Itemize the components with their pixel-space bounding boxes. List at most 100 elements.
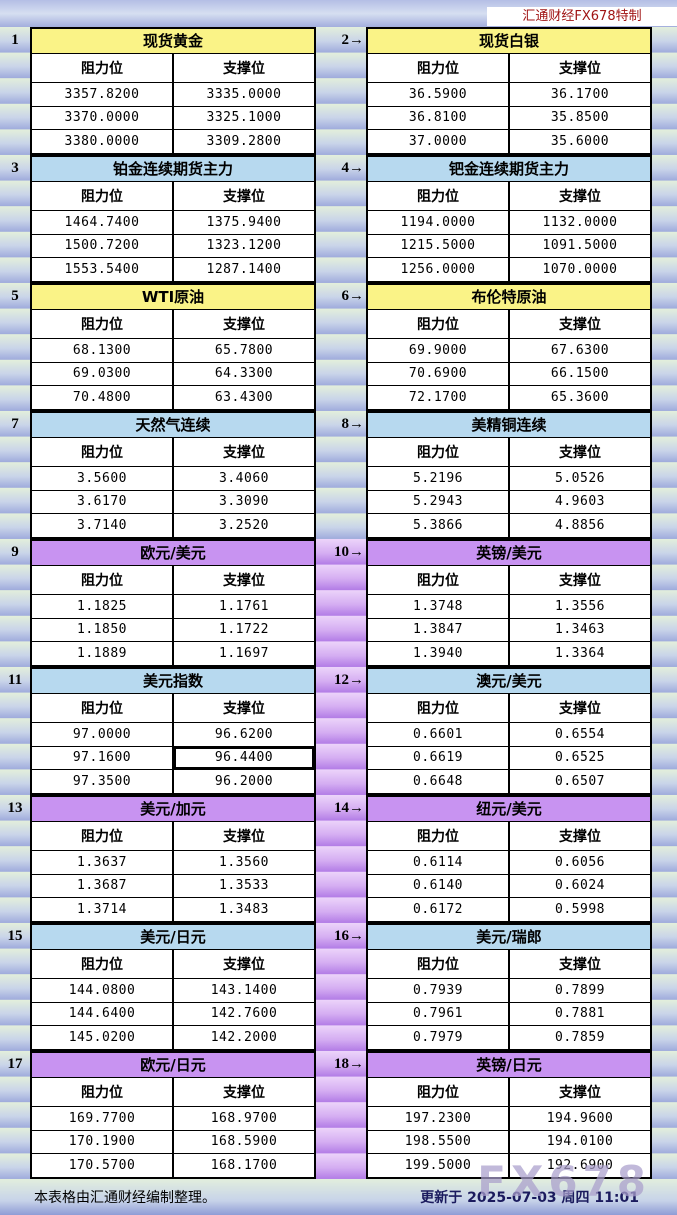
resistance-value: 37.0000: [368, 130, 508, 153]
panel-title: 现货黄金: [32, 29, 314, 54]
panel-header-row: 阻力位 支撑位: [368, 566, 650, 595]
row-number-label: 3: [0, 155, 30, 283]
support-value: 1091.5000: [508, 234, 650, 258]
panel-title: 欧元/美元: [32, 541, 314, 566]
column-pointer-label: 6→: [316, 283, 366, 411]
right-gutter: [652, 27, 677, 155]
data-row: 5.2943 4.9603: [368, 490, 650, 515]
data-row: 1.3748 1.3556: [368, 594, 650, 619]
panel-title: WTI原油: [32, 285, 314, 310]
resistance-header: 阻力位: [32, 1078, 172, 1106]
resistance-value: 68.1300: [32, 338, 172, 362]
data-row: 1500.7200 1323.1200: [32, 234, 314, 259]
instrument-panel: 纽元/美元 阻力位 支撑位 0.6114 0.6056 0.6140 0.6024 0.…: [366, 795, 652, 923]
right-gutter: [652, 795, 677, 923]
data-row: 0.7979 0.7859: [368, 1026, 650, 1049]
instrument-panel: 澳元/美元 阻力位 支撑位 0.6601 0.6554 0.6619 0.6525 0.…: [366, 667, 652, 795]
support-value: 143.1400: [172, 978, 314, 1002]
support-value: 35.8500: [508, 106, 650, 130]
instrument-panel: 现货黄金 阻力位 支撑位 3357.8200 3335.0000 3370.0000…: [30, 27, 316, 155]
support-value: 0.5998: [508, 898, 650, 921]
support-value: 1.1722: [172, 618, 314, 642]
resistance-value: 144.0800: [32, 978, 172, 1002]
resistance-header: 阻力位: [368, 54, 508, 82]
data-row: 1.1850 1.1722: [32, 618, 314, 643]
panel-title: 澳元/美元: [368, 669, 650, 694]
resistance-value: 1.1889: [32, 642, 172, 665]
support-value: 3309.2800: [172, 130, 314, 153]
support-value: 3.2520: [172, 514, 314, 537]
data-row: 3.7140 3.2520: [32, 514, 314, 537]
resistance-value: 145.0200: [32, 1026, 172, 1049]
resistance-value: 0.6114: [368, 850, 508, 874]
support-value: 3.3090: [172, 490, 314, 514]
support-value: 192.6900: [508, 1154, 650, 1177]
panel-title: 钯金连续期货主力: [368, 157, 650, 182]
support-value: 3335.0000: [172, 82, 314, 106]
panel-title: 铂金连续期货主力: [32, 157, 314, 182]
panel-header-row: 阻力位 支撑位: [32, 1078, 314, 1107]
support-value: 0.7899: [508, 978, 650, 1002]
panels-grid: 1 现货黄金 阻力位 支撑位 3357.8200 3335.0000 3370.00…: [0, 27, 677, 1179]
instrument-panel: 布伦特原油 阻力位 支撑位 69.9000 67.6300 70.6900 66.15…: [366, 283, 652, 411]
data-row: 0.7939 0.7899: [368, 978, 650, 1003]
support-value: 1323.1200: [172, 234, 314, 258]
resistance-value: 97.1600: [32, 746, 172, 770]
data-row: 1.1889 1.1697: [32, 642, 314, 665]
support-header: 支撑位: [172, 694, 314, 722]
support-header: 支撑位: [508, 566, 650, 594]
support-value: 1375.9400: [172, 210, 314, 234]
data-row: 70.4800 63.4300: [32, 386, 314, 409]
support-value: 3.4060: [172, 466, 314, 490]
resistance-value: 1.1825: [32, 594, 172, 618]
resistance-value: 72.1700: [368, 386, 508, 409]
support-value: 0.6024: [508, 874, 650, 898]
resistance-header: 阻力位: [368, 310, 508, 338]
resistance-header: 阻力位: [368, 822, 508, 850]
support-value: 5.0526: [508, 466, 650, 490]
data-row: 68.1300 65.7800: [32, 338, 314, 363]
data-row: 3.6170 3.3090: [32, 490, 314, 515]
column-pointer-label: 16→: [316, 923, 366, 1051]
support-value: 0.7859: [508, 1026, 650, 1049]
resistance-value: 144.6400: [32, 1002, 172, 1026]
data-row: 1.3847 1.3463: [368, 618, 650, 643]
resistance-value: 3.7140: [32, 514, 172, 537]
support-value: 0.6525: [508, 746, 650, 770]
resistance-value: 97.0000: [32, 722, 172, 746]
data-row: 169.7700 168.9700: [32, 1106, 314, 1131]
panel-header-row: 阻力位 支撑位: [368, 182, 650, 211]
instrument-panel: WTI原油 阻力位 支撑位 68.1300 65.7800 69.0300 64.33…: [30, 283, 316, 411]
data-row: 197.2300 194.9600: [368, 1106, 650, 1131]
support-value: 168.9700: [172, 1106, 314, 1130]
resistance-value: 1.1850: [32, 618, 172, 642]
resistance-value: 36.8100: [368, 106, 508, 130]
support-value: 65.7800: [172, 338, 314, 362]
resistance-value: 0.6172: [368, 898, 508, 921]
resistance-header: 阻力位: [368, 950, 508, 978]
support-value: 1.3463: [508, 618, 650, 642]
instrument-panel: 英镑/日元 阻力位 支撑位 197.2300 194.9600 198.5500 19…: [366, 1051, 652, 1179]
data-row: 3380.0000 3309.2800: [32, 130, 314, 153]
data-row: 5.2196 5.0526: [368, 466, 650, 491]
resistance-value: 0.6648: [368, 770, 508, 793]
resistance-value: 69.9000: [368, 338, 508, 362]
data-row: 198.5500 194.0100: [368, 1130, 650, 1155]
instrument-panel: 铂金连续期货主力 阻力位 支撑位 1464.7400 1375.9400 1500.…: [30, 155, 316, 283]
support-value: 96.6200: [172, 722, 314, 746]
column-pointer-label: 12→: [316, 667, 366, 795]
support-header: 支撑位: [172, 438, 314, 466]
resistance-value: 70.6900: [368, 362, 508, 386]
data-row: 1194.0000 1132.0000: [368, 210, 650, 235]
data-row: 72.1700 65.3600: [368, 386, 650, 409]
column-pointer-label: 18→: [316, 1051, 366, 1179]
data-row: 1553.5400 1287.1400: [32, 258, 314, 281]
resistance-value: 36.5900: [368, 82, 508, 106]
column-pointer-label: 2→: [316, 27, 366, 155]
support-header: 支撑位: [172, 182, 314, 210]
support-header: 支撑位: [172, 950, 314, 978]
resistance-value: 3.6170: [32, 490, 172, 514]
data-row: 145.0200 142.2000: [32, 1026, 314, 1049]
right-gutter: [652, 283, 677, 411]
support-header: 支撑位: [508, 822, 650, 850]
